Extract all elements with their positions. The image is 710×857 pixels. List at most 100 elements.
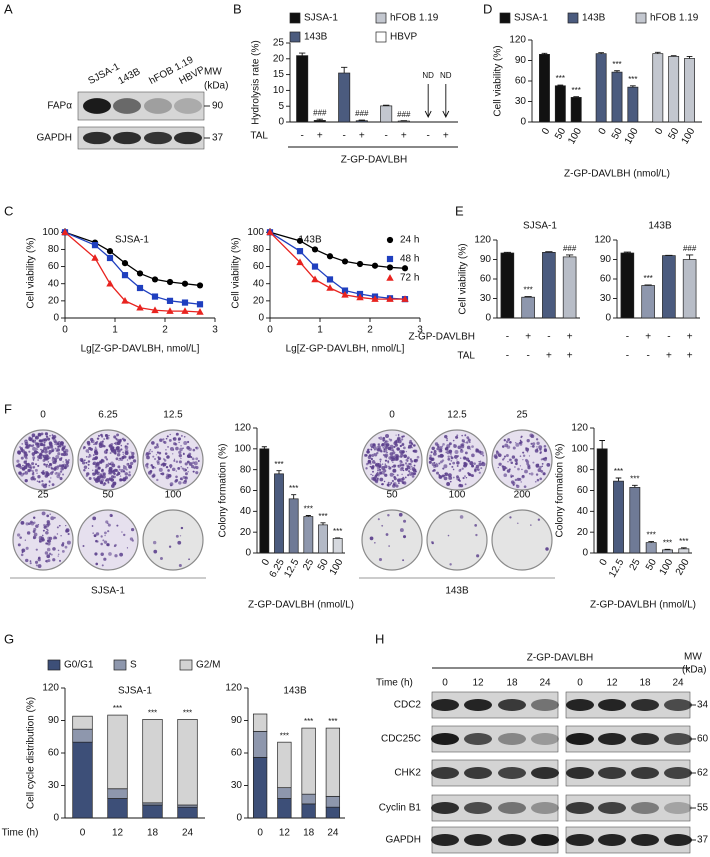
- x-tick-label: +: [443, 131, 449, 142]
- bar: [620, 252, 635, 319]
- colony: [536, 478, 540, 482]
- colony: [38, 535, 43, 540]
- colony: [109, 452, 112, 454]
- colony: [382, 438, 386, 442]
- colony: [438, 446, 443, 450]
- colony: [109, 472, 113, 475]
- colony: [59, 476, 63, 481]
- dose-label: 100: [449, 490, 466, 501]
- colony: [367, 459, 372, 464]
- colony: [446, 450, 451, 455]
- chart-title: SJSA-1: [115, 235, 149, 246]
- bar: [521, 296, 535, 319]
- time-label: Time (h): [376, 678, 413, 689]
- annotation: ***: [612, 60, 621, 69]
- mw-header: MW: [204, 67, 222, 78]
- y-tick-label: 0: [258, 313, 264, 324]
- colony: [432, 469, 435, 472]
- colony: [381, 443, 384, 447]
- colony: [119, 438, 122, 442]
- marker: [371, 262, 379, 269]
- y-tick-label: 0: [278, 117, 284, 128]
- colony: [62, 461, 64, 463]
- x-tick-label: 12: [112, 828, 124, 839]
- colony: [49, 463, 52, 466]
- colony: [370, 473, 372, 476]
- bar: [662, 255, 676, 319]
- colony: [114, 441, 119, 446]
- colony: [124, 451, 129, 456]
- colony: [441, 474, 445, 478]
- colony: [59, 559, 62, 562]
- colony: [114, 468, 118, 472]
- error-bar: [320, 522, 326, 525]
- marker: [136, 303, 144, 311]
- y-tick-label: 100: [42, 227, 59, 238]
- colony: [120, 471, 122, 473]
- colony: [36, 442, 40, 446]
- colony: [175, 475, 178, 479]
- colony: [108, 434, 110, 437]
- colony: [20, 456, 24, 460]
- x-tick-label: 1: [112, 325, 118, 336]
- colony: [65, 460, 70, 465]
- colony: [518, 441, 522, 445]
- colony: [521, 468, 523, 471]
- colony: [456, 461, 460, 465]
- bar-segment: [325, 806, 341, 819]
- colony: [33, 521, 36, 524]
- colony: [462, 476, 465, 480]
- colony: [444, 434, 448, 439]
- colony: [47, 529, 49, 531]
- colony: [27, 443, 31, 447]
- colony: [457, 445, 462, 450]
- colony: [381, 471, 385, 475]
- sign: -: [626, 332, 629, 343]
- colony: [406, 465, 411, 470]
- colony: [193, 461, 198, 466]
- colony: [25, 522, 29, 526]
- legend-swatch: [567, 12, 579, 24]
- colony: [65, 528, 70, 533]
- colony: [474, 524, 478, 527]
- colony: [94, 552, 98, 556]
- marker: [371, 295, 379, 302]
- marker: [181, 299, 189, 306]
- x-axis-label: Z-GP-DAVLBH (nmol/L): [248, 600, 354, 611]
- colony: [453, 444, 457, 448]
- colony: [49, 457, 51, 459]
- dose-label: 200: [514, 490, 531, 501]
- colony: [532, 461, 535, 464]
- sign: +: [666, 351, 672, 362]
- colony: [387, 481, 390, 484]
- colony: [168, 545, 172, 548]
- blot-band: [598, 767, 626, 779]
- annotation: ***: [646, 531, 655, 540]
- x-tick-label: 0: [540, 126, 553, 137]
- blot-band: [431, 834, 459, 846]
- colony: [50, 466, 53, 469]
- x-tick-label: 0: [598, 557, 611, 568]
- colony: [44, 474, 49, 478]
- colony: [54, 536, 58, 540]
- y-tick-label: 120: [594, 235, 611, 246]
- x-tick-label: +: [359, 131, 365, 142]
- colony: [29, 560, 32, 562]
- x-tick-label: 3: [212, 325, 218, 336]
- colony: [452, 468, 455, 471]
- colony: [114, 436, 116, 438]
- colony: [441, 459, 445, 462]
- colony: [81, 461, 86, 465]
- colony: [53, 516, 56, 519]
- legend-label: 143B: [304, 32, 328, 43]
- colony: [522, 454, 526, 457]
- colony: [42, 469, 45, 473]
- colony: [32, 459, 35, 462]
- annotation: ND: [422, 71, 434, 80]
- colony: [25, 453, 28, 457]
- colony: [540, 458, 543, 461]
- colony: [447, 455, 450, 459]
- colony: [41, 471, 46, 475]
- colony: [385, 533, 389, 536]
- colony: [536, 449, 539, 451]
